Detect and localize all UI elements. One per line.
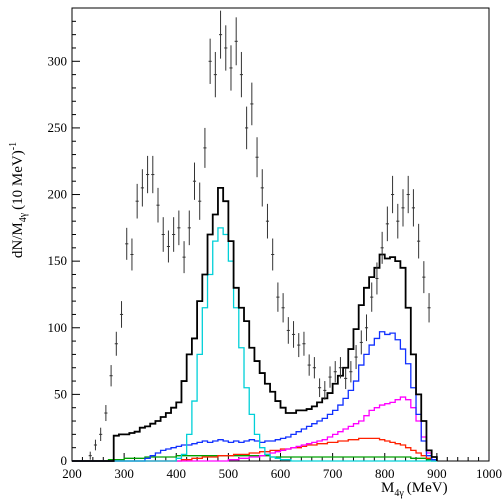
histogram-line (72, 227, 437, 462)
data-point (125, 227, 129, 260)
data-point (281, 293, 285, 323)
data-point (234, 17, 238, 66)
data-point (422, 261, 426, 294)
data-point (312, 357, 316, 379)
data-point (406, 175, 410, 214)
data-points (88, 10, 431, 460)
data-point (328, 366, 332, 388)
x-tick-label: 400 (167, 466, 187, 481)
data-point (161, 217, 165, 252)
data-point (218, 10, 223, 59)
x-tick-label: 300 (114, 466, 134, 481)
plot-border (71, 7, 490, 462)
histogram-line (72, 455, 437, 462)
x-tick-label: 800 (375, 466, 395, 481)
data-point (276, 282, 280, 312)
histogram-line (72, 186, 438, 462)
data-point (344, 367, 348, 390)
data-point (182, 241, 186, 274)
data-point (208, 38, 212, 84)
data-point (88, 451, 92, 460)
data-point (130, 238, 134, 271)
data-point (151, 155, 155, 194)
data-point (338, 357, 343, 379)
data-point (297, 333, 301, 358)
y-tick-label: 50 (54, 386, 67, 401)
data-point (291, 321, 296, 348)
y-tick-label: 200 (48, 187, 68, 202)
data-point (307, 354, 311, 376)
data-point (396, 203, 400, 239)
data-point (354, 345, 358, 370)
data-point (391, 175, 395, 214)
data-point (203, 127, 207, 168)
data-point (140, 169, 144, 207)
x-axis-title: M4γ (MeV) (381, 480, 448, 499)
data-point (250, 82, 254, 126)
data-point (370, 282, 374, 312)
y-axis-title: dN/M4γ(10 MeV)-1 (8, 142, 29, 258)
data-point (380, 231, 384, 264)
data-point (359, 330, 363, 355)
data-point (198, 182, 202, 220)
plot-frame (71, 7, 490, 462)
data-point (411, 189, 415, 227)
data-point (302, 331, 306, 356)
data-point (286, 317, 290, 344)
x-tick-label: 200 (62, 466, 82, 481)
data-point (213, 51, 217, 98)
y-tick-label: 100 (48, 320, 68, 335)
data-point (166, 230, 170, 263)
x-tick-label: 700 (323, 466, 343, 481)
data-point (245, 106, 249, 150)
data-point (114, 331, 118, 356)
data-point (229, 45, 233, 91)
y-tick-label: 250 (48, 120, 68, 135)
y-tick-label: 150 (48, 253, 68, 268)
data-point (172, 217, 176, 252)
histogram-series (72, 186, 438, 462)
data-point (401, 189, 405, 227)
data-point (333, 361, 337, 383)
data-point (239, 51, 243, 98)
x-tick-label: 900 (427, 466, 447, 481)
x-tick-label: 600 (271, 466, 291, 481)
data-point (364, 314, 369, 342)
x-tick-label: 500 (219, 466, 239, 481)
data-point (146, 155, 150, 194)
data-point (417, 223, 421, 259)
data-point (323, 381, 327, 400)
data-point (187, 210, 191, 246)
data-point (93, 439, 98, 451)
x-tick-label: 1000 (476, 466, 502, 481)
data-point (375, 262, 379, 295)
data-point (318, 378, 322, 398)
tick-labels: 200 300 400 500 600 700 800 900 1000 0 50 100 150 200… (48, 53, 503, 481)
data-point (135, 183, 139, 219)
data-point (99, 427, 103, 442)
data-point (156, 187, 160, 223)
y-tick-label: 0 (61, 453, 68, 468)
data-point (260, 169, 264, 207)
data-point (271, 238, 275, 271)
axis-ticks (71, 20, 490, 462)
histogram-line (72, 331, 438, 462)
data-point (192, 162, 197, 200)
data-point (104, 405, 108, 422)
data-point (427, 293, 431, 323)
data-point (349, 361, 353, 383)
y-tick-label: 300 (48, 53, 68, 68)
data-point (177, 210, 181, 246)
data-point (109, 365, 113, 387)
data-point (255, 137, 259, 178)
data-point (119, 301, 124, 328)
data-point (265, 203, 270, 239)
data-point (224, 25, 228, 71)
data-point (385, 206, 389, 242)
